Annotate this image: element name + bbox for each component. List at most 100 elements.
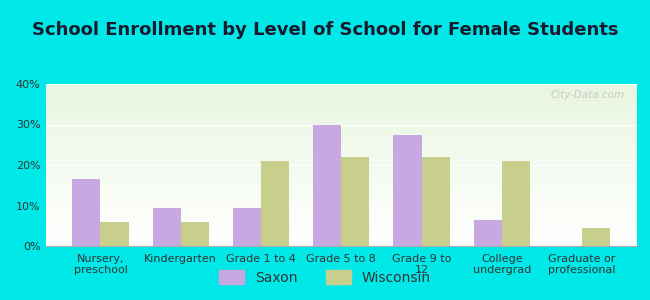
- Bar: [46, 178, 637, 180]
- Bar: [46, 176, 637, 178]
- Bar: [46, 238, 637, 239]
- Bar: [46, 209, 637, 210]
- Bar: [46, 193, 637, 194]
- Bar: [153, 208, 181, 246]
- Legend: Saxon, Wisconsin: Saxon, Wisconsin: [214, 264, 436, 290]
- Bar: [502, 161, 530, 246]
- Bar: [46, 233, 637, 235]
- Bar: [46, 173, 637, 175]
- Bar: [46, 189, 637, 191]
- Bar: [46, 206, 637, 207]
- Bar: [46, 141, 637, 142]
- Bar: [46, 220, 637, 222]
- Bar: [46, 181, 637, 183]
- Bar: [46, 112, 637, 113]
- Bar: [181, 222, 209, 246]
- Bar: [46, 194, 637, 196]
- Bar: [46, 228, 637, 230]
- Bar: [46, 165, 637, 166]
- Bar: [46, 120, 637, 121]
- Bar: [46, 146, 637, 147]
- Bar: [46, 124, 637, 126]
- Bar: [46, 223, 637, 225]
- Bar: [46, 155, 637, 157]
- Bar: [46, 136, 637, 137]
- Text: School Enrollment by Level of School for Female Students: School Enrollment by Level of School for…: [32, 21, 618, 39]
- Bar: [46, 94, 637, 95]
- Bar: [46, 183, 637, 184]
- Bar: [46, 167, 637, 168]
- Bar: [46, 204, 637, 206]
- Bar: [46, 108, 637, 110]
- Bar: [46, 142, 637, 144]
- Bar: [393, 135, 421, 246]
- Bar: [46, 210, 637, 212]
- Bar: [421, 157, 450, 246]
- Bar: [46, 186, 637, 188]
- Bar: [46, 217, 637, 218]
- Bar: [46, 162, 637, 164]
- Bar: [46, 170, 637, 172]
- Bar: [46, 201, 637, 202]
- Bar: [582, 228, 610, 246]
- Bar: [46, 139, 637, 141]
- Bar: [46, 99, 637, 100]
- Bar: [46, 184, 637, 186]
- Bar: [46, 147, 637, 149]
- Bar: [46, 154, 637, 155]
- Bar: [46, 226, 637, 228]
- Bar: [46, 243, 637, 244]
- Bar: [72, 179, 101, 246]
- Bar: [233, 208, 261, 246]
- Bar: [313, 124, 341, 246]
- Bar: [46, 123, 637, 124]
- Bar: [46, 89, 637, 91]
- Bar: [46, 137, 637, 139]
- Bar: [46, 95, 637, 97]
- Bar: [46, 164, 637, 165]
- Bar: [46, 196, 637, 197]
- Bar: [46, 97, 637, 99]
- Bar: [46, 121, 637, 123]
- Bar: [46, 197, 637, 199]
- Bar: [46, 105, 637, 107]
- Bar: [46, 85, 637, 87]
- Bar: [46, 102, 637, 103]
- Bar: [46, 152, 637, 154]
- Bar: [46, 199, 637, 201]
- Bar: [46, 113, 637, 115]
- Bar: [46, 110, 637, 112]
- Bar: [341, 157, 369, 246]
- Bar: [46, 214, 637, 215]
- Bar: [46, 236, 637, 238]
- Bar: [46, 107, 637, 108]
- Bar: [46, 188, 637, 189]
- Bar: [46, 207, 637, 209]
- Bar: [46, 87, 637, 89]
- Bar: [46, 202, 637, 204]
- Bar: [46, 212, 637, 214]
- Bar: [46, 126, 637, 128]
- Bar: [46, 225, 637, 226]
- Bar: [46, 131, 637, 133]
- Bar: [46, 172, 637, 173]
- Bar: [46, 222, 637, 223]
- Bar: [101, 222, 129, 246]
- Bar: [46, 133, 637, 134]
- Bar: [46, 239, 637, 241]
- Bar: [46, 168, 637, 170]
- Bar: [46, 149, 637, 150]
- Bar: [46, 92, 637, 94]
- Bar: [46, 230, 637, 231]
- Bar: [46, 103, 637, 105]
- Bar: [46, 158, 637, 160]
- Bar: [46, 244, 637, 246]
- Bar: [46, 134, 637, 136]
- Bar: [46, 144, 637, 146]
- Bar: [46, 91, 637, 92]
- Bar: [46, 241, 637, 243]
- Bar: [46, 215, 637, 217]
- Bar: [46, 180, 637, 181]
- Bar: [46, 191, 637, 193]
- Bar: [46, 218, 637, 220]
